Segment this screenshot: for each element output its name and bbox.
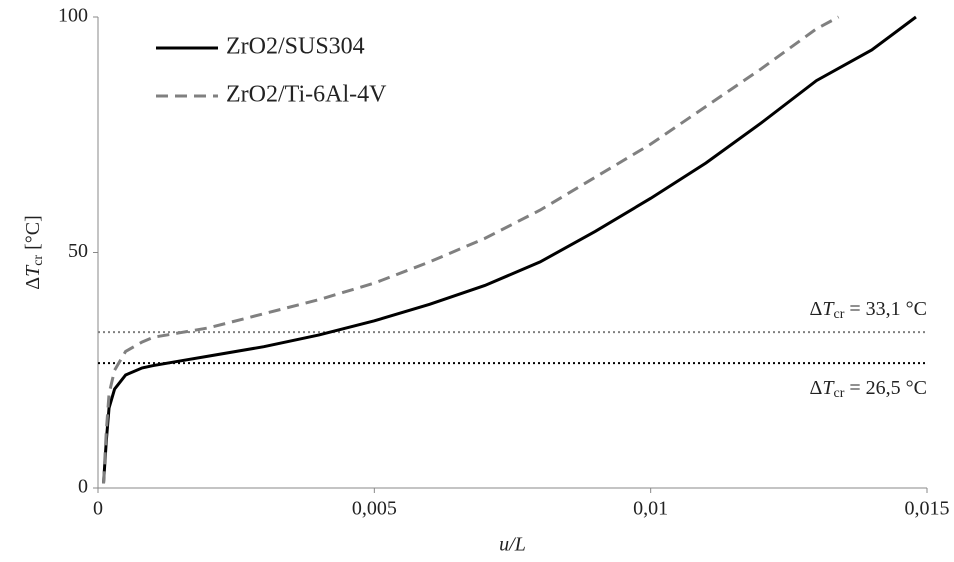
y-tick-label: 0 [78,476,88,498]
label-part: [°C] [22,215,44,255]
y-tick-label: 50 [68,240,88,262]
line-series [102,15,917,484]
label: ΔTcr [°C] [22,215,47,290]
label: ΔTcr = 33,1 °C [809,298,927,323]
label-part: cr [833,386,844,401]
x-tick-label: 0 [93,498,103,520]
label-part: T [22,264,44,277]
legend-label: ZrO2/Ti-6Al-4V [226,82,387,108]
label-part: = 33,1 °C [844,298,927,320]
label-part: Δ [809,377,822,399]
x-tick-label: 0,01 [633,498,668,520]
x-axis-label: u/L [499,534,526,556]
y-axis-label: ΔTcr [°C] [22,215,47,290]
legend-label: ZrO2/SUS304 [226,34,365,60]
line-series [102,15,840,484]
x-tick-label: 0,015 [905,498,950,520]
label: ΔTcr = 26,5 °C [809,377,927,402]
y-tick-label: 100 [58,5,88,27]
label-part: cr [833,307,844,322]
x-tick-label: 0,005 [352,498,397,520]
label-part: cr [31,255,46,266]
label-part: = 26,5 °C [844,377,927,399]
label-part: T [822,377,835,399]
label-part: Δ [809,298,822,320]
label-part: T [822,298,835,320]
label-part: Δ [22,277,44,290]
